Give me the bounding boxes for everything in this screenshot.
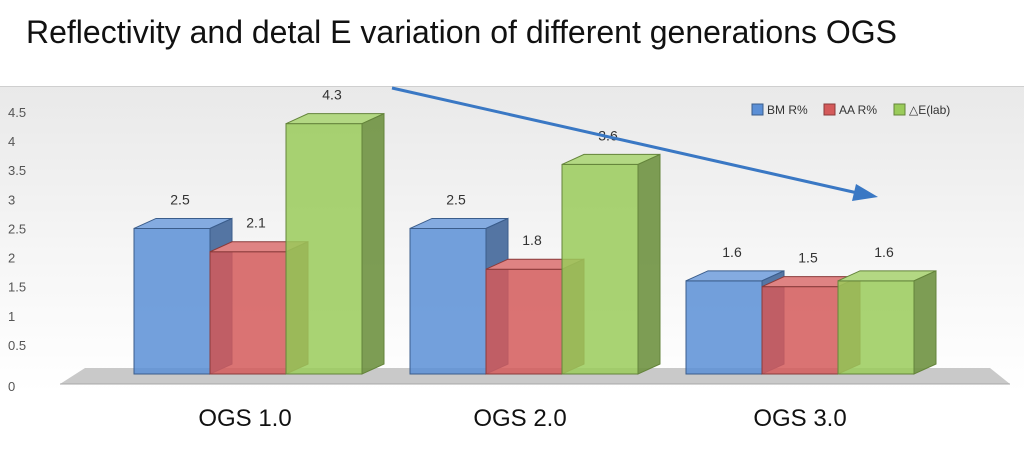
- data-label: 1.5: [798, 250, 818, 266]
- bar: [485, 268, 563, 375]
- y-tick-label: 4.5: [8, 105, 26, 120]
- data-label: 1.8: [522, 232, 542, 248]
- bar: [133, 227, 211, 375]
- y-tick-label: 3: [8, 192, 15, 207]
- bar: [761, 286, 839, 375]
- data-label: 2.1: [246, 215, 266, 231]
- trend-arrow-head: [852, 184, 878, 201]
- legend-swatch: [751, 103, 764, 116]
- data-label: 4.3: [322, 87, 342, 103]
- data-label: 2.5: [446, 191, 466, 207]
- legend-swatch: [823, 103, 836, 116]
- bar: [409, 227, 487, 375]
- bar: [837, 280, 915, 375]
- bar: [685, 280, 763, 375]
- bar: [561, 163, 639, 375]
- bar-side: [913, 270, 937, 375]
- bar-side: [637, 153, 661, 375]
- legend-label: AA R%: [839, 103, 877, 117]
- legend-label: BM R%: [767, 103, 808, 117]
- y-tick-label: 1.5: [8, 280, 26, 295]
- trend-arrow-line: [391, 86, 863, 196]
- category-label: OGS 2.0: [473, 405, 566, 432]
- data-label: 2.5: [170, 191, 190, 207]
- bar: [285, 123, 363, 375]
- chart-title: Reflectivity and detal E variation of di…: [26, 14, 897, 50]
- y-tick-label: 1: [8, 309, 15, 324]
- data-label: 1.6: [722, 244, 742, 260]
- category-label: OGS 1.0: [198, 405, 291, 432]
- y-tick-label: 2: [8, 251, 15, 266]
- legend-label: △E(lab): [909, 103, 950, 117]
- y-tick-label: 0.5: [8, 338, 26, 353]
- y-tick-label: 2.5: [8, 221, 26, 236]
- bar: [209, 251, 287, 375]
- bar-side: [361, 112, 385, 375]
- legend-swatch: [893, 103, 906, 116]
- y-tick-label: 3.5: [8, 163, 26, 178]
- y-tick-label: 0: [8, 379, 15, 394]
- data-label: 1.6: [874, 244, 894, 260]
- category-label: OGS 3.0: [753, 405, 846, 432]
- y-tick-label: 4: [8, 134, 15, 149]
